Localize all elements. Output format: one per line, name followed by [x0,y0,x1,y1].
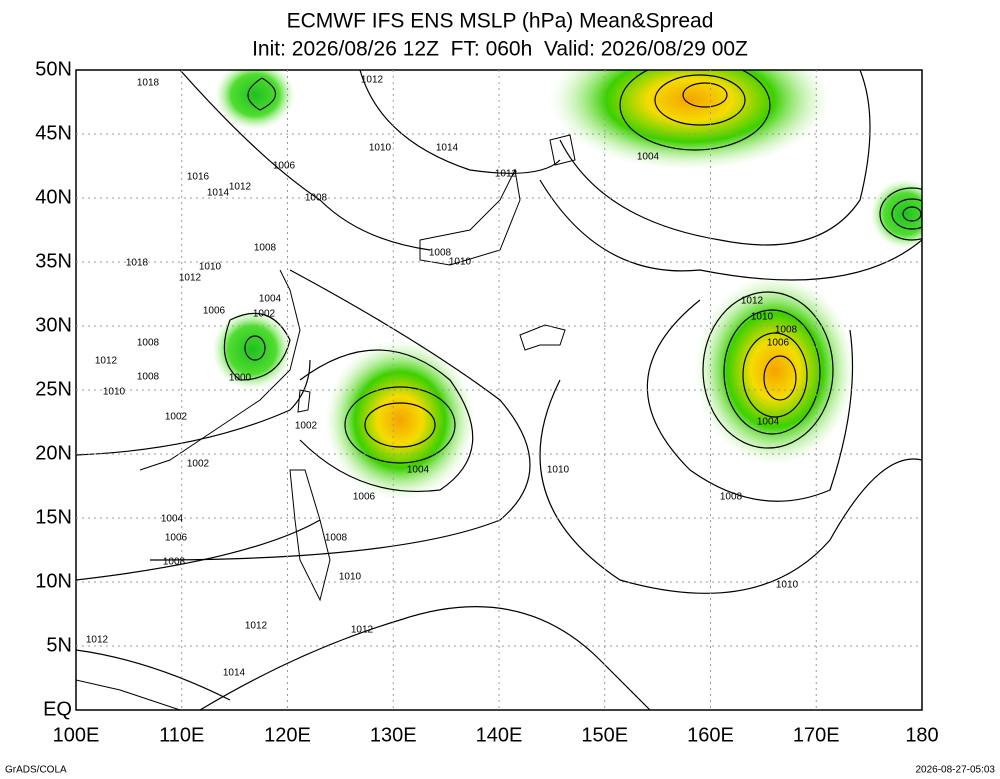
x-tick-label: 160E [687,724,734,746]
contour-label: 1008 [429,248,452,259]
contour-label: 1008 [305,193,328,204]
contour-label: 1012 [86,635,109,646]
footer-right: 2026-08-27-05:03 [915,765,995,776]
contour-label: 1010 [449,257,472,268]
contour-label: 1014 [223,668,246,679]
contour-label: 1014 [207,188,230,199]
contour-label: 1006 [273,161,296,172]
y-tick-label: 35N [35,250,72,272]
contour-label: 1018 [126,258,149,269]
y-tick-label: 30N [35,314,72,336]
x-tick-label: 140E [476,724,523,746]
contour-label: 1002 [295,421,318,432]
contour-label: 1004 [161,514,184,525]
contour-label: 1008 [137,338,160,349]
x-tick-label: 120E [264,724,311,746]
y-tick-label: 40N [35,186,72,208]
contour-label: 1012 [361,75,384,86]
contour-label: 1004 [757,417,780,428]
contour-label: 1012 [229,182,252,193]
contour-label: 1004 [259,294,282,305]
y-tick-label: EQ [43,698,72,720]
x-tick-label: 110E [159,724,204,746]
contour-label: 1002 [253,309,276,320]
x-tick-label: 170E [793,724,840,746]
contour-label: 1010 [369,143,392,154]
contour-label: 1010 [776,580,799,591]
contour-label: 1004 [407,465,430,476]
contour-label: 1012 [245,621,268,632]
contour-label: 1014 [436,143,459,154]
contour-label: 1000 [229,373,252,384]
plot-area [76,70,922,710]
x-tick-label: 100E [53,724,100,746]
contour-label: 1002 [187,459,210,470]
y-tick-label: 45N [35,122,72,144]
contour-label: 1006 [353,492,376,503]
contour-label: 1010 [751,312,774,323]
contour-label: 1002 [165,412,188,423]
spread-shading [212,70,922,500]
contour-label: 1010 [339,572,362,583]
x-tick-label: 180 [905,724,938,746]
contour-label: 1008 [254,243,277,254]
y-tick-label: 10N [35,570,72,592]
contour-label: 1018 [137,78,160,89]
y-tick-label: 50N [35,58,72,80]
contour-label: 1012 [351,625,374,636]
contour-label: 1012 [179,273,202,284]
y-tick-label: 5N [46,634,72,656]
contour-label: 1012 [495,169,518,180]
contour-label: 1008 [720,492,743,503]
contour-label: 1008 [137,372,160,383]
subtitle: Init: 2026/08/26 12Z FT: 060h Valid: 202… [252,38,748,61]
contour-label: 1008 [325,533,348,544]
contour-label: 1010 [199,262,222,273]
x-tick-label: 150E [581,724,628,746]
y-tick-label: 20N [35,442,72,464]
contour-label: 1010 [103,387,126,398]
title: ECMWF IFS ENS MSLP (hPa) Mean&Spread [287,10,714,33]
contour-label: 1008 [775,325,798,336]
y-tick-label: 15N [35,506,72,528]
contour-label: 1008 [163,557,186,568]
contour-label: 1010 [547,465,570,476]
contour-label: 1006 [767,338,790,349]
x-tick-label: 130E [370,724,417,746]
y-tick-label: 25N [35,378,72,400]
contour-label: 1012 [741,296,764,307]
contour-label: 1006 [203,306,226,317]
contour-label: 1006 [165,533,188,544]
footer-left: GrADS/COLA [5,765,67,776]
isobars [76,70,922,710]
contour-label: 1016 [187,172,210,183]
contour-label: 1004 [637,152,660,163]
contour-label: 1012 [95,356,118,367]
